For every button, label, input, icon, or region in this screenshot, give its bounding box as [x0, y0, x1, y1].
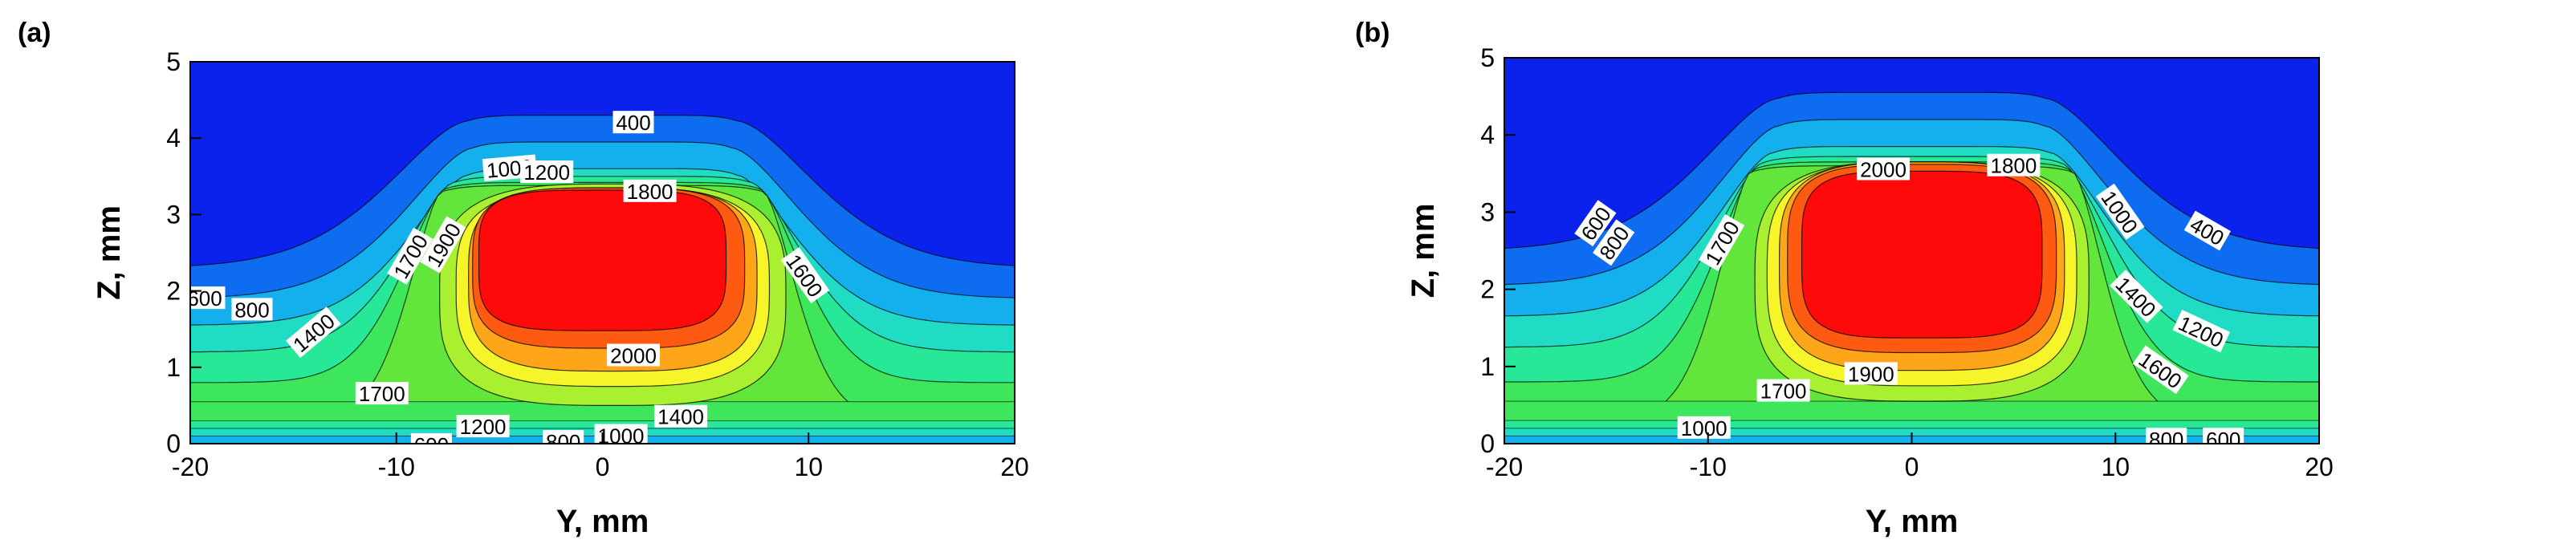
svg-text:1900: 1900 — [1848, 362, 1894, 386]
panel-label: (b) — [1355, 18, 1390, 48]
svg-text:800: 800 — [546, 430, 580, 454]
x-tick-label: 20 — [1000, 452, 1029, 481]
contour-label: 800 — [231, 298, 273, 322]
contour-label: 2000 — [607, 343, 660, 368]
svg-text:800: 800 — [2149, 428, 2183, 452]
y-tick-label: 0 — [166, 429, 181, 458]
contour-label: 2000 — [1857, 157, 1910, 182]
contour-panel-a: 400 1000 1200 1800 1700 1900 1600 1400 600 800 200… — [18, 18, 1029, 539]
x-tick-label: 10 — [794, 452, 823, 481]
contour-label: 1800 — [623, 179, 677, 204]
contour-label: 800 — [2146, 428, 2187, 452]
x-tick-label: -10 — [378, 452, 415, 481]
x-axis-label: Y, mm — [556, 504, 649, 539]
y-tick-label: 2 — [1480, 275, 1495, 304]
y-tick-label: 4 — [1480, 120, 1495, 149]
svg-text:2000: 2000 — [610, 344, 657, 368]
svg-text:1800: 1800 — [1990, 154, 2037, 178]
y-tick-label: 5 — [1480, 43, 1495, 72]
svg-text:1400: 1400 — [657, 405, 704, 429]
contour-label: 600 — [410, 432, 452, 457]
contour-label: 1800 — [1987, 153, 2041, 178]
y-axis-label: Z, mm — [92, 205, 127, 300]
x-tick-label: 0 — [596, 452, 610, 481]
x-tick-label: 20 — [2305, 452, 2334, 481]
y-tick-label: 1 — [166, 353, 181, 382]
contour-core-2100 — [1801, 170, 2043, 339]
panel-label: (a) — [18, 18, 51, 48]
svg-text:1000: 1000 — [1681, 416, 1728, 440]
contour-label: 1900 — [1844, 362, 1898, 386]
contour-label: 1200 — [456, 415, 510, 439]
y-tick-label: 2 — [166, 277, 181, 306]
contour-label: 1700 — [1756, 379, 1810, 404]
y-tick-label: 3 — [1480, 197, 1495, 226]
contour-label: 400 — [612, 111, 654, 135]
svg-text:1200: 1200 — [460, 415, 507, 439]
x-axis-label: Y, mm — [1866, 504, 1959, 539]
svg-text:2000: 2000 — [1860, 158, 1907, 182]
x-tick-label: -20 — [172, 452, 209, 481]
x-tick-label: 10 — [2101, 452, 2130, 481]
y-tick-label: 4 — [166, 124, 181, 152]
x-tick-label: -10 — [1690, 452, 1727, 481]
svg-text:1700: 1700 — [1760, 379, 1807, 404]
contour-label: 600 — [2203, 428, 2244, 452]
contour-label: 1000 — [594, 424, 648, 448]
svg-text:400: 400 — [616, 111, 650, 135]
x-tick-label: -20 — [1486, 452, 1523, 481]
contour-label: 1700 — [355, 382, 409, 406]
y-tick-label: 1 — [1480, 352, 1495, 381]
svg-text:800: 800 — [234, 298, 269, 322]
contour-core-2100 — [478, 189, 727, 331]
svg-text:1800: 1800 — [627, 180, 674, 204]
contour-label: 800 — [543, 430, 584, 454]
svg-text:600: 600 — [2206, 428, 2240, 452]
y-tick-label: 5 — [166, 47, 181, 76]
y-tick-label: 3 — [166, 200, 181, 229]
svg-text:1000: 1000 — [598, 424, 645, 448]
contour-panel-b: 2000 1800 1000 400 600 800 1700 1400 1200 1600 190… — [1288, 0, 2575, 560]
contour-label: 1200 — [520, 160, 574, 185]
contour-label: 1400 — [654, 404, 708, 429]
svg-text:1200: 1200 — [523, 160, 570, 185]
svg-text:1700: 1700 — [359, 382, 405, 406]
contour-label: 1000 — [1677, 416, 1731, 440]
x-tick-label: 0 — [1905, 452, 1919, 481]
y-axis-label: Z, mm — [1406, 204, 1441, 298]
svg-text:600: 600 — [414, 433, 449, 457]
y-tick-label: 0 — [1480, 429, 1495, 458]
